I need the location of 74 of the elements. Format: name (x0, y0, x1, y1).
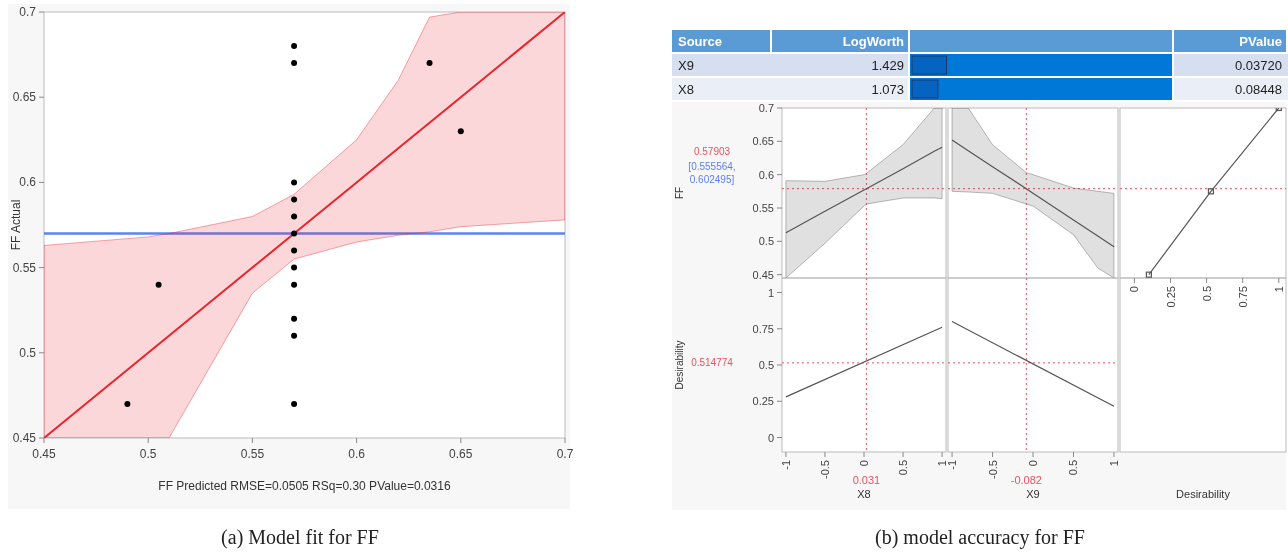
point (457, 128, 464, 135)
x-tick-label: 0.45 (32, 447, 56, 461)
data-label: 1.073 (871, 82, 904, 97)
y-tick-label: 0.25 (752, 395, 774, 408)
text: (a) Model fit for FF (221, 526, 379, 549)
x-tick-label: 1 (1107, 460, 1120, 467)
x-tick-label: 1 (1272, 286, 1285, 293)
text: [0.555564, 0.602495] (688, 161, 736, 185)
y-tick-label: 0.55 (752, 202, 774, 214)
x-axis-title: X9 (1026, 488, 1040, 500)
point (291, 315, 298, 322)
y-tick-label: 0.7 (758, 102, 774, 114)
y-tick-label: 0.65 (752, 135, 774, 148)
y-tick-label: 0.5 (19, 345, 37, 360)
x-tick-label: 0 (1128, 286, 1141, 293)
point (291, 60, 298, 67)
y-tick-label: 0 (767, 431, 774, 444)
x-axis-title: Desirability (1176, 488, 1231, 500)
x-tick-label: 1 (936, 460, 949, 467)
point (291, 332, 298, 339)
y-axis-title: FF Actual (9, 199, 23, 251)
x-tick-label: 0.65 (449, 447, 473, 461)
point (291, 400, 298, 407)
y-tick-label: 0.7 (19, 5, 37, 19)
x-tick-label: -0.5 (818, 460, 831, 479)
x-axis-title: X8 (857, 488, 871, 500)
point (291, 213, 298, 220)
x-axis-title: FF Predicted RMSE=0.0505 RSq=0.30 PValue=0.0316 (158, 479, 451, 493)
x-axis-title: LogWorth (842, 34, 905, 49)
y-tick-label: 0.45 (752, 268, 774, 281)
point (291, 230, 298, 237)
x-tick-label: 0.5 (1200, 286, 1213, 302)
ref-line-label: -0.082 (1010, 474, 1042, 486)
y-axis-title: Desirability (674, 340, 685, 390)
y-tick-label: 0.5 (758, 235, 774, 248)
point (426, 60, 433, 67)
y-tick-label: 0.65 (12, 90, 37, 105)
ref-line-label: 0.031 (852, 474, 881, 486)
x-tick-label: 0.55 (240, 447, 265, 461)
y-tick-label: 0.45 (12, 431, 37, 445)
y-tick-label: 0.55 (12, 260, 37, 275)
y-axis-title: FF (674, 186, 685, 200)
data-label: 1.429 (871, 58, 904, 73)
x-tick-label: 0 (1027, 460, 1039, 467)
point (291, 247, 298, 254)
y-axis-title: Source (678, 34, 723, 49)
point (291, 43, 298, 50)
y-tick-label: 0.6 (758, 168, 774, 181)
point (291, 196, 298, 203)
x-tick-label: 0.5 (139, 447, 157, 461)
point (155, 281, 162, 288)
text: 0.03720 (1235, 58, 1282, 73)
x-tick-label: 0.25 (1164, 286, 1177, 308)
text: 0.08448 (1235, 82, 1282, 97)
point (291, 179, 298, 186)
point (291, 264, 298, 271)
y-tick-label: 0.75 (752, 322, 774, 335)
x-tick-label: 0.7 (556, 447, 574, 461)
x-tick-label: -0.5 (986, 460, 999, 479)
text: PValue (1239, 34, 1282, 49)
x-tick-label: 0 (858, 460, 870, 467)
x-tick-label: 0.5 (897, 460, 910, 476)
y-tick-label: 0.6 (19, 175, 37, 190)
ref-line-label: 0.514774 (691, 357, 734, 368)
x-tick-label: 0.6 (348, 447, 366, 461)
x-tick-label: -1 (779, 460, 792, 470)
text: (b) model accuracy for FF (875, 526, 1085, 549)
y-tick-label: 0.5 (758, 359, 774, 371)
point (291, 281, 298, 288)
x-tick-label: 0.5 (1067, 460, 1080, 476)
x-tick-label: -1 (946, 460, 959, 470)
ref-line-label: 0.57903 (693, 146, 731, 157)
x-tick-label: 0.75 (1236, 286, 1249, 308)
point (124, 400, 131, 407)
